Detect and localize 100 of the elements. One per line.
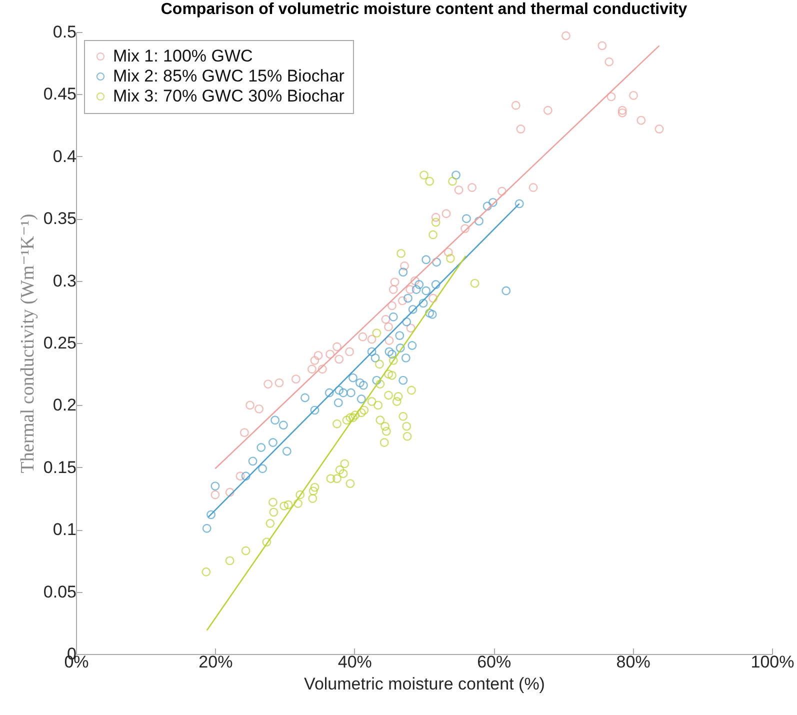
point [294, 499, 302, 508]
point [406, 324, 416, 333]
point [398, 296, 407, 306]
point [334, 386, 344, 395]
point [308, 494, 318, 503]
point [431, 212, 440, 222]
point [629, 90, 638, 100]
point [482, 202, 492, 211]
point [372, 328, 382, 338]
y-axis-title: Thermal conductivity (Wm⁻¹K⁻¹) [17, 214, 38, 474]
point [407, 386, 416, 395]
point [654, 124, 664, 134]
y-tick-label: 0.25 [43, 334, 76, 352]
x-tick-label: 100% [750, 652, 794, 672]
point [618, 106, 627, 115]
point [358, 380, 368, 390]
point [372, 376, 382, 385]
point [381, 314, 390, 324]
point [428, 230, 438, 240]
point [308, 486, 318, 496]
point [210, 482, 220, 491]
point [225, 556, 234, 566]
point [448, 176, 458, 186]
point [300, 393, 310, 402]
point [348, 413, 358, 422]
point [206, 510, 216, 520]
point [225, 488, 234, 497]
point [400, 261, 409, 270]
point [388, 350, 396, 359]
point [514, 199, 524, 208]
point [374, 400, 383, 410]
chart-title: Comparison of volumetric moisture content and thermal conductivity [160, 1, 688, 18]
point [370, 353, 380, 362]
point [246, 400, 254, 410]
point [384, 322, 393, 332]
point [210, 490, 220, 500]
point [324, 388, 334, 398]
point [367, 334, 376, 344]
point [402, 317, 412, 326]
point [268, 498, 278, 507]
point [422, 255, 431, 264]
point [432, 258, 441, 267]
point [346, 388, 356, 398]
point [388, 356, 398, 365]
point [280, 502, 289, 510]
point [425, 176, 434, 186]
point [460, 224, 470, 234]
point [367, 347, 376, 356]
point [240, 428, 249, 438]
y-tick-label: 0.1 [52, 520, 76, 540]
y-tick-label: 0.35 [43, 209, 76, 228]
point [418, 298, 428, 308]
point [262, 538, 272, 547]
point [241, 472, 250, 481]
y-tick-label: 0.05 [43, 582, 76, 602]
point [284, 500, 293, 510]
point [604, 57, 614, 66]
point [420, 170, 428, 180]
point [516, 124, 526, 134]
point [404, 294, 412, 303]
legend-label: Mix 3: 70% GWC 30% Biochar [113, 86, 345, 106]
point [425, 308, 434, 318]
point [310, 482, 320, 492]
y-tick-label: 0.4 [52, 146, 76, 166]
point [528, 183, 538, 192]
point [254, 404, 264, 414]
point [274, 378, 284, 388]
point [408, 304, 418, 314]
point [388, 301, 396, 310]
point [202, 567, 211, 576]
point [310, 356, 320, 365]
y-tick-label: 0.5 [52, 22, 76, 42]
point [488, 198, 498, 207]
point [454, 186, 464, 194]
point [396, 248, 406, 258]
point [268, 438, 278, 447]
point [442, 209, 451, 218]
point [256, 443, 266, 452]
point [431, 280, 440, 289]
x-tick-label: 40% [338, 652, 372, 672]
point [269, 508, 278, 517]
point [356, 408, 366, 418]
point [335, 465, 344, 474]
point [264, 380, 273, 389]
point [446, 254, 455, 263]
point [384, 370, 393, 379]
point [338, 388, 348, 398]
point [406, 285, 415, 294]
point [338, 469, 348, 478]
point [422, 286, 431, 296]
point [396, 344, 405, 352]
point [236, 472, 245, 481]
y-tick-label: 0.15 [43, 458, 76, 477]
point [318, 364, 327, 374]
point [511, 100, 520, 110]
point [367, 397, 376, 406]
point [332, 342, 342, 352]
legend-label: Mix 1: 100% GWC [113, 46, 253, 66]
point [398, 268, 408, 277]
point [376, 416, 385, 425]
